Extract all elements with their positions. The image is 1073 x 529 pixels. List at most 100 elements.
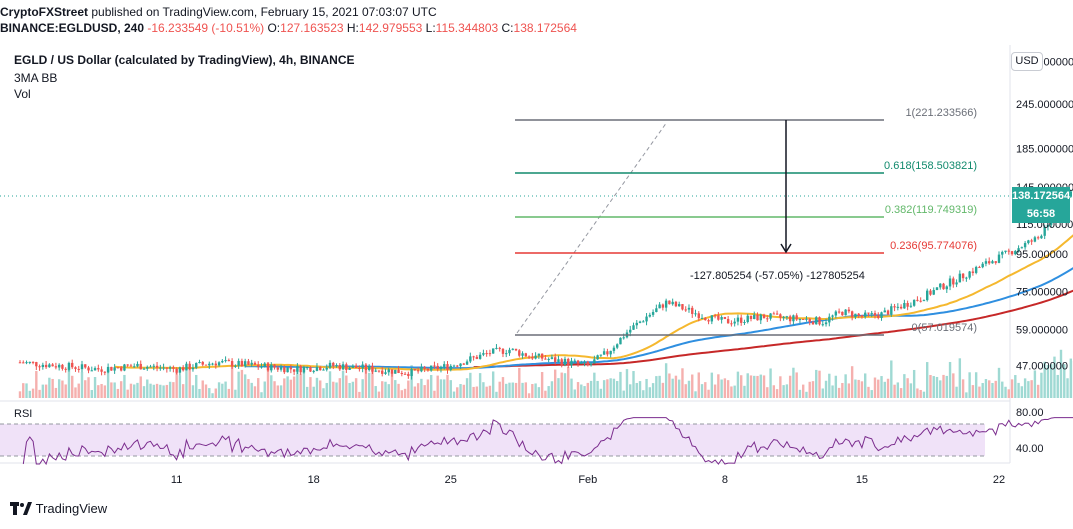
- volume-bar: [97, 385, 100, 398]
- candle-body: [1043, 226, 1046, 236]
- candle-body: [867, 312, 870, 314]
- candle-body: [22, 362, 25, 364]
- volume-bar: [178, 375, 182, 398]
- volume-bar: [955, 386, 958, 398]
- volume-bar: [553, 369, 557, 398]
- candle-body: [850, 311, 854, 318]
- candle-body: [736, 317, 740, 322]
- volume-bar: [521, 382, 524, 398]
- candle-body: [563, 358, 567, 366]
- volume-bar: [942, 374, 945, 398]
- candle-body: [518, 350, 521, 356]
- volume-bar: [106, 368, 110, 398]
- candle-body: [97, 368, 100, 370]
- candle-body: [142, 368, 146, 370]
- volume-bar: [645, 378, 648, 398]
- indicator-label[interactable]: 3MA BB: [14, 71, 58, 85]
- candle-body: [64, 368, 67, 370]
- volume-bar: [381, 381, 384, 398]
- publisher-name[interactable]: CryptoFXStreet: [0, 5, 89, 19]
- volume-bar: [599, 388, 603, 398]
- candle-body: [237, 360, 240, 366]
- volume-bar: [948, 361, 952, 398]
- volume-bar: [974, 372, 978, 398]
- footer-brand[interactable]: TradingView: [10, 500, 107, 516]
- fib-label-1: 1(221.233566): [905, 107, 977, 119]
- candle-body: [952, 278, 955, 285]
- candle-body: [753, 314, 756, 319]
- volume-bar: [1069, 358, 1072, 398]
- volume-bar: [759, 374, 762, 398]
- candle-body: [31, 361, 35, 363]
- candle-body: [100, 369, 103, 372]
- volume-bar: [429, 375, 433, 398]
- candle-body: [632, 325, 635, 330]
- candle-body: [351, 365, 355, 368]
- volume-bar: [116, 388, 120, 398]
- volume-bar: [808, 381, 811, 398]
- volume-bar: [191, 385, 195, 398]
- volume-bar: [1014, 375, 1017, 398]
- candle-body: [824, 322, 828, 325]
- candle-body: [469, 356, 472, 362]
- candle-body: [606, 351, 609, 355]
- volume-bar: [253, 386, 257, 398]
- candle-body: [994, 261, 997, 263]
- candle-body: [811, 321, 815, 325]
- candle-body: [886, 310, 890, 315]
- volume-bar: [1050, 364, 1053, 398]
- volume-label[interactable]: Vol: [14, 87, 31, 101]
- fib-label-0: 0(57.019574): [912, 322, 977, 334]
- candle-body: [638, 321, 642, 323]
- volume-bar: [877, 379, 880, 398]
- candle-body: [358, 368, 361, 370]
- candle-body: [279, 367, 283, 370]
- candle-body: [198, 361, 201, 364]
- volume-bar: [338, 378, 342, 398]
- volume-bar: [488, 385, 492, 398]
- candle-body: [299, 366, 302, 373]
- volume-bar: [377, 391, 381, 398]
- volume-bar: [782, 385, 785, 398]
- candle-body: [720, 317, 723, 320]
- candle-body: [35, 362, 38, 367]
- volume-bar: [560, 372, 563, 398]
- measure-arrow-head: [780, 243, 792, 254]
- volume-bar: [710, 372, 714, 398]
- volume-bar: [22, 383, 25, 398]
- volume-bar: [988, 380, 991, 398]
- candle-body: [870, 313, 873, 315]
- volume-bar: [364, 369, 368, 398]
- candle-body: [935, 287, 939, 290]
- volume-bar: [968, 372, 971, 398]
- volume-bar: [766, 387, 769, 398]
- candle-body: [462, 363, 466, 365]
- candle-body: [133, 366, 136, 368]
- volume-bar: [142, 386, 146, 398]
- time-tick-label: 11: [171, 474, 182, 486]
- candle-body: [139, 363, 142, 370]
- candle-body: [159, 367, 162, 369]
- volume-bar: [550, 381, 554, 398]
- candle-body: [880, 312, 883, 318]
- volume-bar: [361, 379, 364, 398]
- candle-body: [514, 348, 518, 351]
- candle-body: [116, 367, 120, 369]
- candle-body: [439, 366, 443, 370]
- volume-bar: [456, 387, 459, 398]
- candle-body: [815, 317, 818, 325]
- candle-body: [929, 290, 932, 295]
- candle-body: [942, 283, 945, 290]
- volume-bar: [387, 384, 390, 398]
- countdown-tag: 56:58: [1012, 205, 1070, 223]
- candle-body: [77, 368, 80, 370]
- candle-body: [1007, 250, 1010, 252]
- candle-body: [651, 311, 655, 315]
- volume-bar: [903, 374, 906, 398]
- candle-body: [759, 314, 762, 321]
- volume-bar: [328, 371, 332, 398]
- volume-bar: [978, 386, 981, 398]
- volume-bar: [1033, 370, 1037, 398]
- currency-button[interactable]: USD: [1011, 52, 1043, 71]
